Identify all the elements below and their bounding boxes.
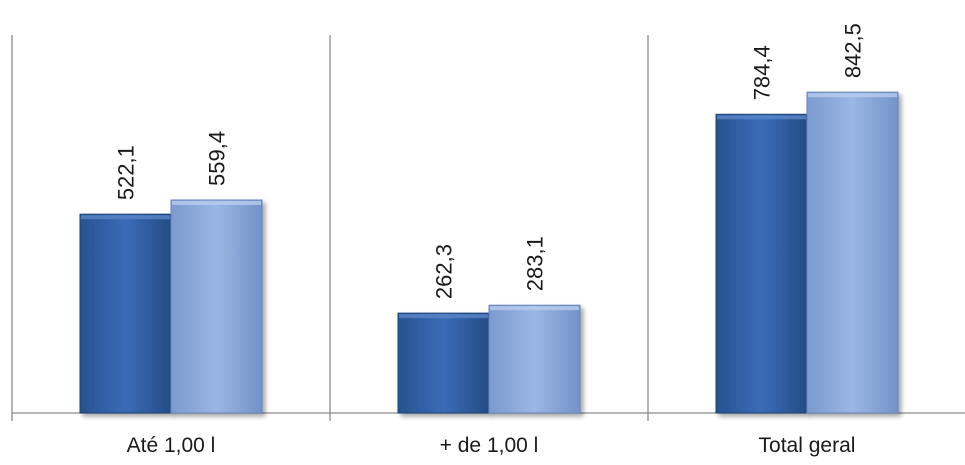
x-tick-label: Até 1,00 l bbox=[127, 434, 216, 457]
chart-labels: 522,1 559,4 Até 1,00 l 262,3 283,1 + de 1,00 … bbox=[114, 23, 866, 457]
bar bbox=[488, 304, 581, 414]
x-tick-label: Total geral bbox=[759, 434, 856, 457]
data-label: 559,4 bbox=[205, 131, 230, 186]
bar-top-bevel bbox=[717, 115, 806, 120]
bar-top-bevel bbox=[399, 314, 488, 319]
bar bbox=[79, 213, 172, 414]
chart-bars bbox=[79, 91, 899, 414]
bar bbox=[806, 91, 899, 414]
data-label: 522,1 bbox=[114, 145, 139, 200]
bar-top-bevel bbox=[808, 93, 897, 98]
data-label: 784,4 bbox=[750, 45, 775, 100]
bar-top-bevel bbox=[81, 215, 170, 220]
data-label: 262,3 bbox=[432, 244, 457, 299]
bar bbox=[170, 199, 263, 414]
bar-top-bevel bbox=[490, 306, 579, 311]
bar bbox=[715, 113, 808, 414]
bar-top-bevel bbox=[172, 200, 261, 205]
x-tick-label: + de 1,00 l bbox=[440, 434, 539, 457]
data-label: 842,5 bbox=[841, 23, 866, 78]
bar bbox=[397, 312, 490, 414]
data-label: 283,1 bbox=[523, 236, 548, 291]
